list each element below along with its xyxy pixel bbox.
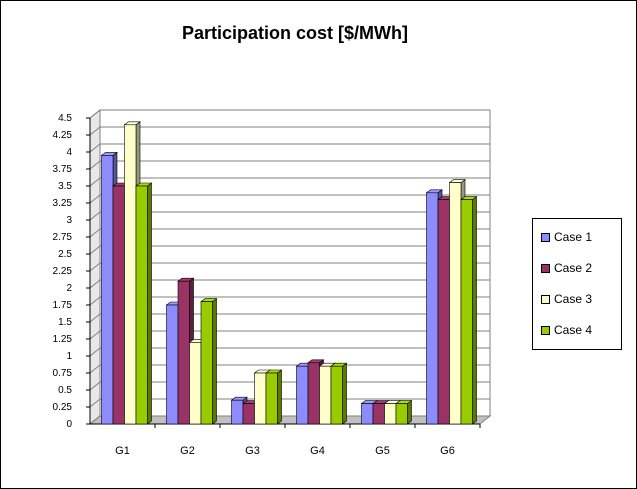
bar-side-case-4: [147, 182, 152, 425]
bar-case-2-g4: [307, 362, 320, 425]
x-tick-label: G4: [310, 445, 325, 457]
bar-case-3-g6: [449, 182, 462, 425]
legend-label-case-3: Case 3: [554, 292, 593, 306]
bar-case-3-g1: [124, 124, 137, 425]
bar-case-1-g5: [361, 403, 374, 425]
bar-case-3-g4: [319, 365, 332, 425]
y-tick-label: 2.25: [53, 266, 73, 277]
bar-case-1-g2: [166, 304, 179, 425]
y-tick-label: 3: [66, 215, 72, 226]
gridline-depth: [89, 347, 101, 357]
y-tick-label: 1.25: [53, 334, 73, 345]
gridline-depth: [89, 279, 101, 289]
bar-side-case-4: [277, 369, 282, 425]
bar-case-4-g1: [135, 185, 148, 425]
gridline-depth: [89, 296, 101, 306]
bar-case-3-g2: [189, 342, 202, 425]
bar-case-1-g3: [231, 399, 244, 425]
y-tick-label: 0: [66, 419, 72, 430]
gridline-depth: [89, 177, 101, 187]
gridline-depth: [89, 398, 101, 408]
legend-label-case-4: Case 4: [554, 323, 593, 337]
bar-side-case-4: [407, 400, 412, 425]
y-tick-label: 3.5: [58, 181, 72, 192]
bar-case-3-g5: [384, 403, 397, 425]
x-tick-label: G2: [180, 445, 195, 457]
gridline-depth: [89, 194, 101, 204]
y-tick-label: 1.5: [58, 317, 72, 328]
y-tick-label: 4.5: [58, 113, 72, 124]
bar-side-case-4: [472, 196, 477, 425]
y-tick-label: 0.75: [53, 368, 73, 379]
legend-swatch-case-4: [541, 325, 550, 335]
gridline-depth: [89, 126, 101, 136]
bar-case-1-g4: [296, 365, 309, 425]
gridline-depth: [89, 415, 101, 425]
gridline-depth: [89, 381, 101, 391]
legend-item-case-3: Case 3: [541, 291, 592, 307]
legend-item-case-1: Case 1: [541, 229, 592, 245]
gridline-depth: [89, 160, 101, 170]
legend-label-case-1: Case 1: [554, 230, 593, 244]
gridline-depth: [89, 262, 101, 272]
legend-label-case-2: Case 2: [554, 261, 593, 275]
bar-case-2-g1: [112, 185, 125, 425]
gridline-depth: [89, 364, 101, 374]
gridline-depth: [89, 211, 101, 221]
y-tick-label: 2: [66, 283, 72, 294]
legend-swatch-case-3: [541, 294, 550, 304]
y-tick-label: 0.5: [58, 385, 72, 396]
y-tick-label: 1.75: [53, 300, 73, 311]
gridline-depth: [89, 330, 101, 340]
bar-case-4-g5: [395, 403, 408, 425]
bar-case-1-g1: [101, 155, 114, 425]
y-tick-label: 3.75: [53, 164, 73, 175]
y-tick-label: 4.25: [53, 130, 73, 141]
gridline-depth: [89, 228, 101, 238]
y-tick-label: 0.25: [53, 402, 73, 413]
legend-swatch-case-1: [541, 232, 550, 242]
y-tick-label: 4: [66, 147, 72, 158]
y-tick-label: 2.75: [53, 232, 73, 243]
x-tick-label: G3: [245, 445, 260, 457]
y-tick-label: 1: [66, 351, 72, 362]
y-tick-label: 3.25: [53, 198, 73, 209]
bar-case-4-g6: [460, 199, 473, 425]
bar-case-2-g2: [177, 280, 190, 425]
gridline-depth: [89, 109, 101, 119]
legend-item-case-2: Case 2: [541, 260, 592, 276]
bar-case-2-g3: [242, 403, 255, 425]
gridline-depth: [89, 313, 101, 323]
bar-side-case-4: [212, 298, 217, 425]
legend: Case 1 Case 2 Case 3 Case 4: [532, 218, 622, 350]
bar-case-2-g6: [437, 199, 450, 425]
legend-item-case-4: Case 4: [541, 322, 592, 338]
x-tick-label: G5: [375, 445, 390, 457]
gridline-depth: [89, 245, 101, 255]
bar-case-4-g3: [265, 372, 278, 425]
bar-case-1-g6: [426, 192, 439, 425]
gridline-depth: [89, 143, 101, 153]
x-tick-label: G1: [115, 445, 130, 457]
legend-swatch-case-2: [541, 263, 550, 273]
bar-case-2-g5: [372, 403, 385, 425]
bar-side-case-4: [342, 362, 347, 425]
chart-title: Participation cost [$/MWh]: [181, 23, 408, 43]
y-tick-label: 2.5: [58, 249, 72, 260]
bar-case-4-g2: [200, 301, 213, 425]
bar-case-4-g4: [330, 365, 343, 425]
bar-case-3-g3: [254, 372, 267, 425]
x-tick-label: G6: [440, 445, 455, 457]
